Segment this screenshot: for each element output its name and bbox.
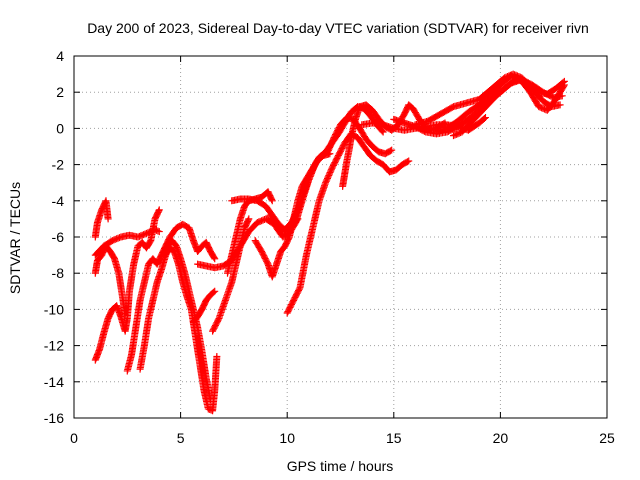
data-point xyxy=(155,228,163,236)
data-point xyxy=(378,127,386,135)
series-4 xyxy=(91,206,163,364)
chart-title: Day 200 of 2023, Sidereal Day-to-day VTE… xyxy=(87,20,589,36)
data-point xyxy=(104,215,112,223)
data-point xyxy=(481,114,489,122)
y-tick-label: -6 xyxy=(52,229,65,245)
x-tick-labels: 0 5 10 15 20 25 xyxy=(70,430,615,446)
data-point xyxy=(211,287,219,295)
data-points xyxy=(91,70,568,415)
y-tick-label: -16 xyxy=(44,410,64,426)
y-tick-label: -2 xyxy=(52,157,65,173)
series-20 xyxy=(432,72,568,136)
data-point xyxy=(379,128,387,136)
series-15 xyxy=(283,130,413,317)
data-point xyxy=(211,255,219,263)
y-axis-label: SDTVAR / TECUs xyxy=(7,182,23,294)
x-tick-label: 15 xyxy=(386,430,402,446)
x-tick-label: 20 xyxy=(493,430,509,446)
data-point xyxy=(206,396,214,404)
data-point xyxy=(210,254,218,262)
data-point xyxy=(560,77,568,85)
y-tick-label: -12 xyxy=(44,338,64,354)
series-5 xyxy=(123,220,219,375)
data-point xyxy=(155,207,163,215)
series-10 xyxy=(209,215,253,335)
x-tick-label: 5 xyxy=(177,430,185,446)
data-point xyxy=(403,158,411,166)
series-21 xyxy=(449,76,568,140)
data-point xyxy=(244,216,252,224)
series-8 xyxy=(189,287,219,326)
y-tick-label: -8 xyxy=(52,265,65,281)
data-point xyxy=(480,114,488,122)
data-point xyxy=(405,157,413,165)
x-axis-label: GPS time / hours xyxy=(287,458,394,474)
data-point xyxy=(268,197,276,205)
data-point xyxy=(210,288,218,296)
series-1 xyxy=(91,197,112,241)
data-point xyxy=(556,101,564,109)
axis-ticks xyxy=(73,55,608,419)
x-tick-label: 25 xyxy=(599,430,615,446)
data-point xyxy=(295,285,303,293)
data-point xyxy=(388,146,396,154)
y-tick-label: -14 xyxy=(44,374,64,390)
y-tick-label: 4 xyxy=(56,48,64,64)
y-tick-label: -4 xyxy=(52,193,65,209)
data-point xyxy=(386,147,394,155)
data-point xyxy=(155,206,163,214)
series-3 xyxy=(91,226,163,259)
y-tick-label: 2 xyxy=(56,84,64,100)
y-tick-label: -10 xyxy=(44,301,64,317)
data-point xyxy=(245,215,253,223)
data-point xyxy=(213,352,221,360)
data-point xyxy=(268,196,276,204)
series-7 xyxy=(160,237,214,404)
x-tick-label: 10 xyxy=(279,430,295,446)
data-point xyxy=(559,78,567,86)
x-tick-label: 0 xyxy=(70,430,78,446)
y-tick-labels: -16 -14 -12 -10 -8 -6 -4 -2 0 2 4 xyxy=(44,48,64,426)
y-tick-label: 0 xyxy=(56,120,64,136)
